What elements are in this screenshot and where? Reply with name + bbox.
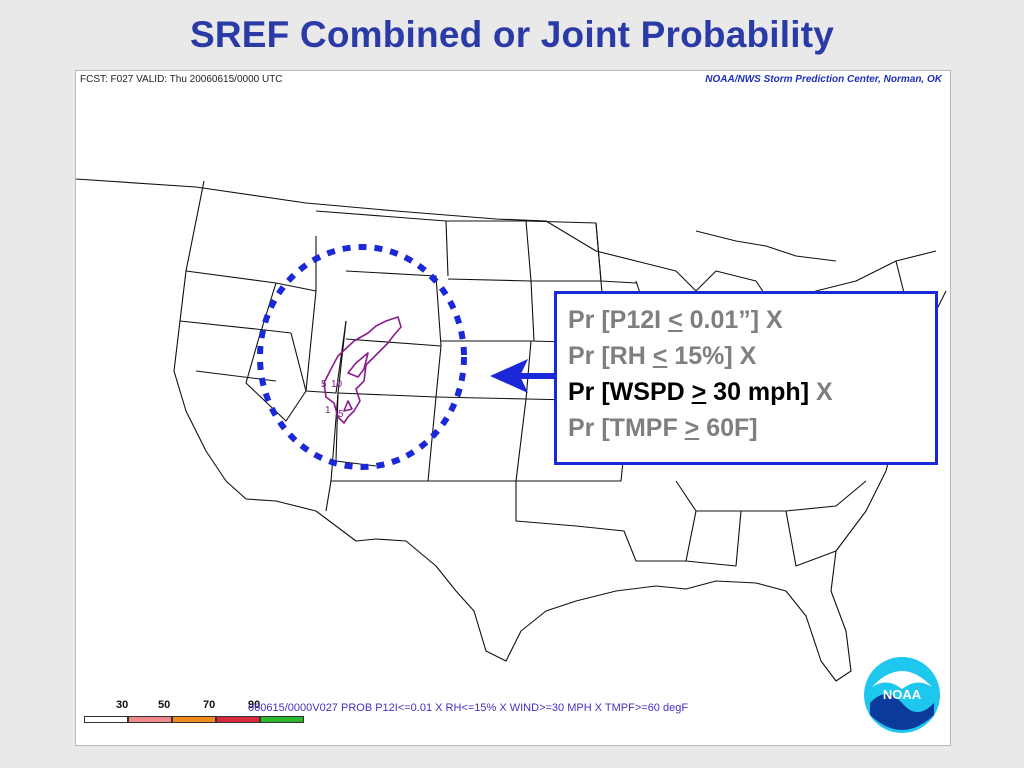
- slide-title: SREF Combined or Joint Probability: [189, 14, 835, 55]
- contour-label: 10: [331, 379, 343, 390]
- highlight-ellipse: [257, 244, 467, 470]
- legend-value: 50: [158, 699, 171, 711]
- us-map: [76, 178, 947, 682]
- logo-text: NOAA: [883, 687, 922, 702]
- legend-value: 30: [116, 699, 129, 711]
- contour-label: 5: [321, 379, 327, 390]
- legend-swatch: [128, 716, 172, 723]
- pointer-arrow: [490, 359, 556, 393]
- legend-swatch: [216, 716, 260, 723]
- callout-line-p12i: Pr [P12I < 0.01”] X: [568, 306, 783, 334]
- forecast-map-panel: FCST: F027 VALID: Thu 20060615/0000 UTC …: [75, 70, 951, 746]
- callout-line-tmpf: Pr [TMPF > 60F]: [568, 414, 758, 442]
- legend-swatch: [84, 716, 128, 723]
- contour-label: 5: [338, 409, 344, 420]
- callout-line-wspd: Pr [WSPD > 30 mph] X: [568, 378, 833, 406]
- source-label: NOAA/NWS Storm Prediction Center, Norman…: [705, 74, 942, 85]
- legend-value: 90: [248, 699, 261, 711]
- contour-label: 1: [325, 405, 331, 416]
- legend-value: 70: [203, 699, 216, 711]
- noaa-logo: NOAA: [864, 657, 940, 733]
- legend-swatch: [260, 716, 304, 723]
- probability-callout-box: Pr [P12I < 0.01”] X Pr [RH < 15%] X Pr […: [554, 291, 938, 465]
- legend-swatch: [172, 716, 216, 723]
- forecast-valid-label: FCST: F027 VALID: Thu 20060615/0000 UTC: [80, 74, 283, 85]
- callout-line-rh: Pr [RH < 15%] X: [568, 342, 757, 370]
- product-description-label: 060615/0000V027 PROB P12I<=0.01 X RH<=15…: [248, 702, 689, 714]
